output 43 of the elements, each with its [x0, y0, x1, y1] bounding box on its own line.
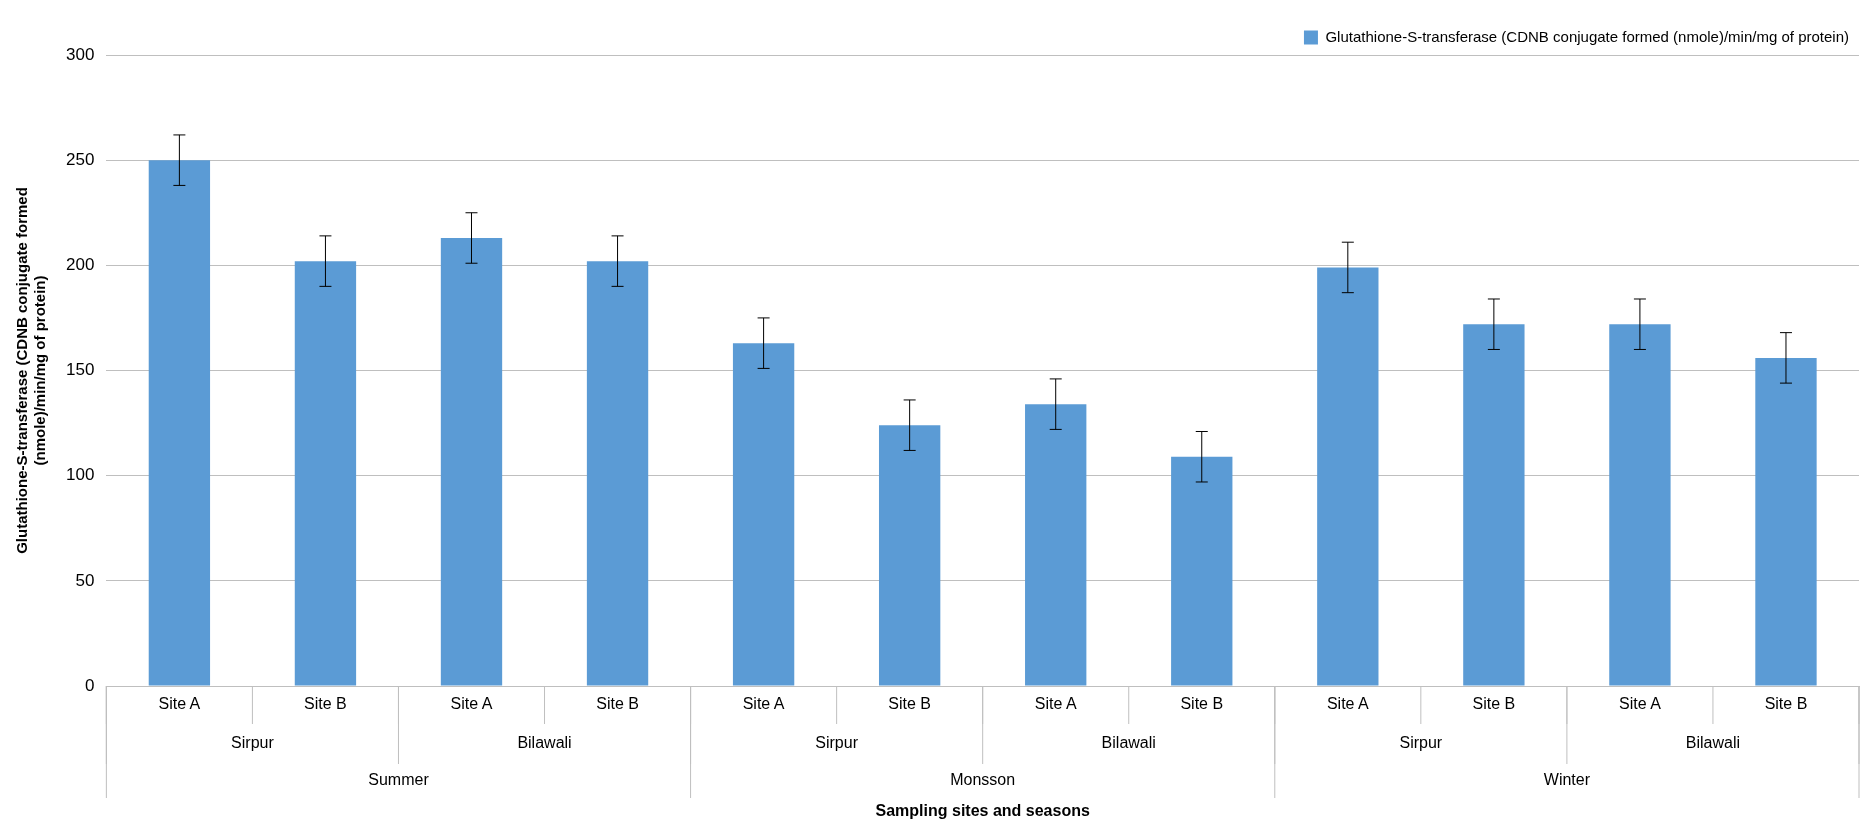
x-tick-label: Site B	[888, 695, 931, 713]
text: Bilawali	[1101, 734, 1156, 752]
y-tick-label: 300	[65, 44, 95, 64]
text: Monsson	[950, 771, 1016, 789]
text: Sampling sites and seasons	[875, 802, 1090, 820]
legend-label: Glutathione-S-transferase (CDNB conjugate formed (nmole)/min/mg of protein)	[1325, 27, 1850, 45]
bar	[294, 261, 357, 686]
x-tick-label: Site A	[1034, 695, 1077, 713]
bar	[1755, 357, 1817, 686]
bar	[586, 261, 649, 686]
text: Summer	[368, 771, 430, 789]
text: Winter	[1543, 771, 1591, 789]
bar	[1025, 404, 1087, 686]
bar	[1463, 324, 1525, 686]
text: Sirpur	[231, 734, 275, 752]
text: Bilawali	[517, 734, 572, 752]
text: Sirpur	[815, 734, 859, 752]
x-tick-label: Site A	[742, 695, 785, 713]
x-tick-label: Site A	[450, 695, 493, 713]
bar	[148, 160, 211, 686]
text: Bilawali	[1685, 734, 1741, 752]
x-tick-label: Site B	[304, 695, 347, 713]
x-tick-label: Site B	[1764, 695, 1808, 713]
x-tick-label: Site B	[1180, 695, 1224, 713]
x-tick-label: Site A	[158, 695, 201, 713]
bar	[1609, 324, 1671, 686]
x-tick-label: Site B	[1472, 695, 1516, 713]
bar	[732, 343, 795, 686]
y-tick-label: 150	[65, 360, 95, 380]
x-tick-label: Site A	[1326, 695, 1370, 713]
bar	[878, 425, 941, 686]
y-tick-label: 100	[65, 465, 95, 485]
x-tick-label: Site A	[1619, 695, 1662, 713]
bar	[440, 237, 503, 686]
y-tick-label: 50	[75, 570, 95, 590]
y-tick-label: 0	[84, 675, 95, 695]
y-tick-label: 200	[65, 255, 95, 275]
text: Sirpur	[1399, 734, 1443, 752]
y-tick-label: 250	[65, 149, 95, 169]
y-axis-title: Glutathione-S-transferase (CDNB conjugate formed (nmole)/min/mg of protein)	[13, 187, 49, 554]
bar	[1171, 456, 1233, 686]
x-tick-label: Site B	[596, 695, 639, 713]
bar	[1317, 267, 1379, 686]
